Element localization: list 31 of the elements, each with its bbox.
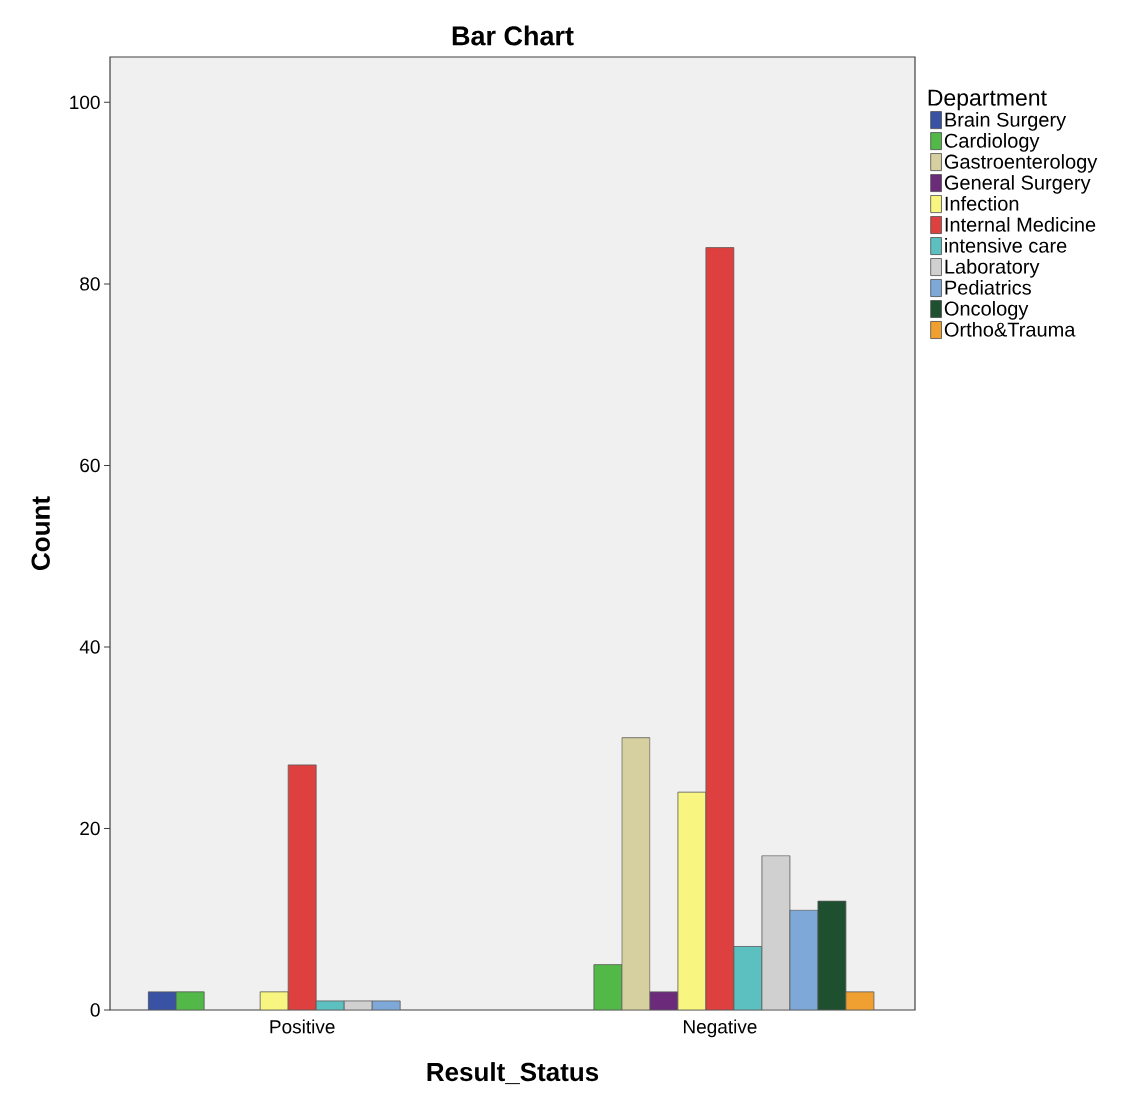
legend-label: Infection: [945, 196, 1019, 211]
legend-label: Ortho&Trauma: [944, 322, 1076, 337]
bar: [789, 909, 819, 1010]
legend-label: Pediatrics: [945, 280, 1031, 295]
y-axis-title: Count: [31, 496, 50, 570]
bar: [287, 764, 317, 1010]
bar: [761, 855, 791, 1010]
y-tick-label: 0: [90, 1003, 100, 1017]
bar: [175, 991, 205, 1010]
legend-label: Internal Medicine: [945, 217, 1096, 232]
bar: [677, 791, 707, 1010]
bar: [259, 991, 289, 1010]
y-tick-label: 40: [79, 640, 100, 654]
legend-label: Brain Surgery: [945, 112, 1067, 131]
bar: [705, 247, 735, 1010]
y-tick-label: 100: [70, 95, 100, 110]
legend-label: Oncology: [944, 301, 1029, 320]
x-axis-title: Result_Status: [427, 1062, 599, 1085]
legend-title: Department: [928, 89, 1047, 111]
y-tick-label: 60: [80, 458, 100, 473]
chart-title: Bar Chart: [452, 25, 574, 46]
legend-label: Cardiology: [944, 133, 1040, 152]
x-tick-label: Positive: [270, 1019, 335, 1034]
y-tick-label: 20: [80, 821, 100, 836]
x-tick-label: Negative: [683, 1019, 757, 1038]
y-tick-label: 80: [80, 277, 100, 291]
legend-label: intensive care: [945, 238, 1067, 253]
bar: [593, 964, 623, 1010]
legend-label: General Surgery: [944, 175, 1091, 194]
legend-label: Laboratory: [945, 259, 1040, 278]
legend-label: Gastroenterology: [944, 154, 1098, 173]
